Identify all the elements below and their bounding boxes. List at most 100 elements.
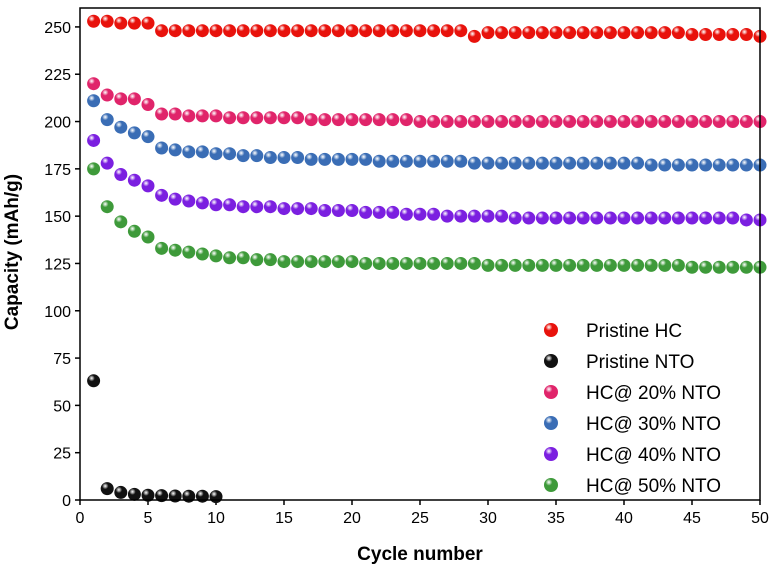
data-point xyxy=(304,255,318,269)
data-point xyxy=(155,107,169,121)
plot-frame xyxy=(79,7,761,501)
data-point xyxy=(182,145,196,159)
data-point xyxy=(495,26,509,40)
data-point xyxy=(454,115,468,129)
data-point xyxy=(250,24,264,38)
data-point xyxy=(114,16,128,30)
data-point xyxy=(331,152,345,166)
data-point xyxy=(182,194,196,208)
data-point xyxy=(454,154,468,168)
data-point xyxy=(263,150,277,164)
data-point xyxy=(454,24,468,38)
data-point xyxy=(386,154,400,168)
data-point xyxy=(644,26,658,40)
data-point xyxy=(195,109,209,123)
legend-marker xyxy=(544,323,558,337)
data-point xyxy=(304,152,318,166)
data-point xyxy=(631,258,645,272)
data-point xyxy=(481,115,495,129)
x-axis-title: Cycle number xyxy=(357,544,483,565)
data-point xyxy=(508,115,522,129)
data-point xyxy=(263,253,277,267)
data-point xyxy=(467,115,481,129)
data-point xyxy=(726,158,740,172)
data-point xyxy=(127,16,141,30)
data-point xyxy=(291,24,305,38)
data-point xyxy=(359,205,373,219)
data-point xyxy=(263,111,277,125)
data-point xyxy=(535,258,549,272)
data-point xyxy=(563,115,577,129)
axis-ticks: 0 5 10 15 20 25 30 35 40 45 50 0 25 50 75 100 125 150 175 2… xyxy=(44,20,769,527)
data-point xyxy=(114,485,128,499)
data-point xyxy=(114,120,128,134)
series-5 xyxy=(87,162,767,274)
data-point xyxy=(699,211,713,225)
data-point xyxy=(671,26,685,40)
data-point xyxy=(209,147,223,161)
data-point xyxy=(699,27,713,41)
y-tick-label: 175 xyxy=(44,162,71,179)
data-point xyxy=(685,115,699,129)
data-point xyxy=(644,211,658,225)
data-point xyxy=(168,143,182,157)
data-point xyxy=(413,207,427,221)
x-tick-label: 25 xyxy=(411,510,429,527)
data-points xyxy=(87,14,767,504)
data-point xyxy=(304,202,318,216)
data-point xyxy=(726,115,740,129)
data-point xyxy=(386,24,400,38)
y-tick-label: 200 xyxy=(44,115,71,132)
series-2 xyxy=(87,77,767,129)
data-point xyxy=(318,24,332,38)
data-point xyxy=(372,113,386,127)
data-point xyxy=(195,24,209,38)
data-point xyxy=(454,209,468,223)
data-point xyxy=(182,245,196,259)
data-point xyxy=(291,111,305,125)
data-point xyxy=(712,27,726,41)
data-point xyxy=(631,26,645,40)
data-point xyxy=(372,154,386,168)
data-point xyxy=(535,115,549,129)
data-point xyxy=(304,24,318,38)
x-tick-label: 35 xyxy=(547,510,565,527)
data-point xyxy=(644,258,658,272)
data-point xyxy=(603,211,617,225)
data-point xyxy=(685,211,699,225)
data-point xyxy=(236,251,250,265)
data-point xyxy=(100,113,114,127)
data-point xyxy=(141,230,155,244)
data-point xyxy=(617,156,631,170)
data-point xyxy=(114,215,128,229)
data-point xyxy=(345,255,359,269)
data-point xyxy=(427,256,441,270)
data-point xyxy=(331,113,345,127)
data-point xyxy=(141,16,155,30)
data-point xyxy=(127,224,141,238)
data-point xyxy=(671,211,685,225)
legend-label: HC@ 20% NTO xyxy=(586,383,721,404)
x-tick-label: 0 xyxy=(76,510,85,527)
data-point xyxy=(617,26,631,40)
y-tick-label: 125 xyxy=(44,256,71,273)
legend-label: HC@ 50% NTO xyxy=(586,476,721,497)
data-point xyxy=(658,115,672,129)
data-point xyxy=(87,133,101,147)
legend-marker xyxy=(544,354,558,368)
data-point xyxy=(182,24,196,38)
data-point xyxy=(263,24,277,38)
data-point xyxy=(712,211,726,225)
data-point xyxy=(549,211,563,225)
data-point xyxy=(155,188,169,202)
data-point xyxy=(467,29,481,43)
data-point xyxy=(386,205,400,219)
data-point xyxy=(508,258,522,272)
data-point xyxy=(549,156,563,170)
data-point xyxy=(576,26,590,40)
data-point xyxy=(495,258,509,272)
data-point xyxy=(127,487,141,501)
data-point xyxy=(331,24,345,38)
data-point xyxy=(141,130,155,144)
data-point xyxy=(699,158,713,172)
